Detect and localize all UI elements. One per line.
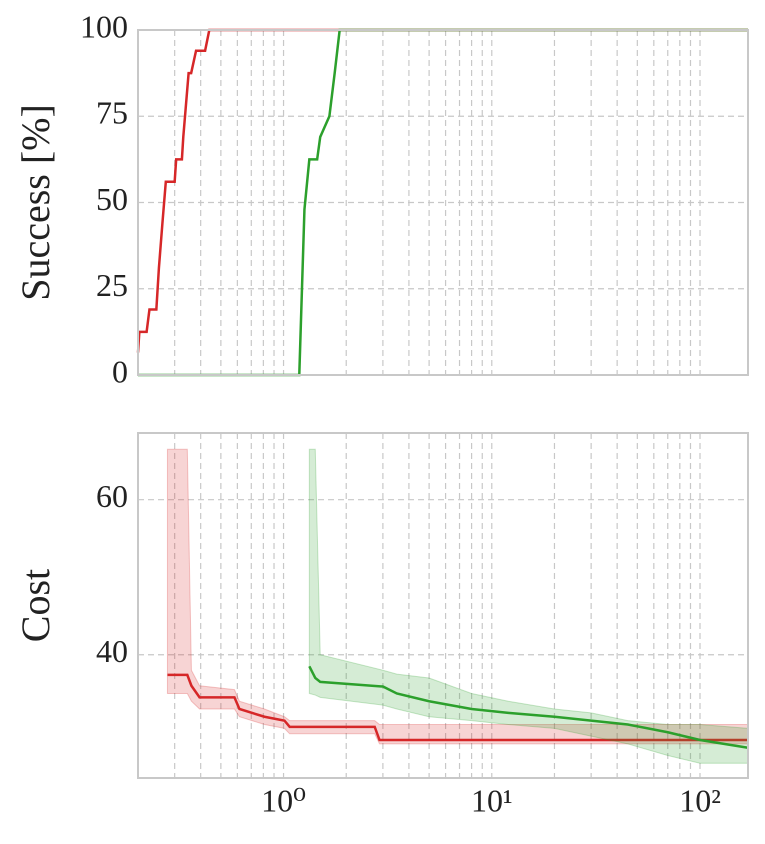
line	[136, 28, 748, 353]
x-tick-label: 10²	[679, 782, 721, 818]
y-axis-label: Cost	[13, 569, 58, 642]
error-band	[308, 448, 749, 764]
y-tick-label: 50	[96, 181, 128, 217]
y-tick-label: 60	[96, 478, 128, 514]
y-axis-label: Success [%]	[13, 104, 58, 301]
plot-frame	[137, 29, 749, 376]
y-tick-label: 0	[112, 353, 128, 389]
x-tick-label: 10¹	[471, 782, 513, 818]
line	[167, 673, 748, 742]
line	[308, 665, 749, 749]
plot-frame	[137, 432, 749, 779]
line	[138, 28, 748, 377]
y-tick-label: 100	[80, 8, 128, 44]
y-tick-label: 40	[96, 633, 128, 669]
x-tick-label: 10⁰	[261, 782, 306, 818]
y-tick-label: 75	[96, 95, 128, 131]
y-tick-label: 25	[96, 267, 128, 303]
